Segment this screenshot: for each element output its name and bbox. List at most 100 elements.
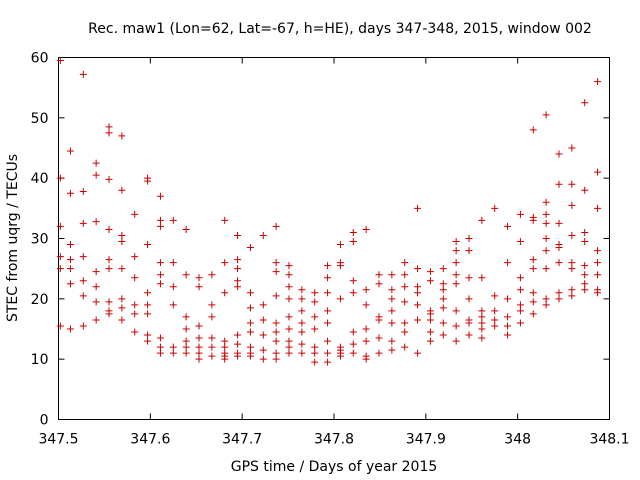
data-point [144, 337, 152, 345]
data-point [234, 231, 242, 239]
data-point [516, 238, 524, 246]
data-point [272, 337, 280, 345]
data-point [324, 307, 332, 315]
data-point [182, 271, 190, 279]
data-point [79, 253, 87, 261]
data-point [478, 307, 486, 315]
data-point [246, 244, 254, 252]
data-point [66, 147, 74, 155]
data-point [144, 177, 152, 185]
data-point [491, 292, 499, 300]
data-point [594, 271, 602, 279]
data-point [401, 328, 409, 336]
y-tick-label: 20 [31, 292, 49, 308]
data-point [542, 111, 550, 119]
data-point [349, 277, 357, 285]
data-point [542, 210, 550, 218]
data-point [105, 175, 113, 183]
data-point [594, 247, 602, 255]
data-point [581, 262, 589, 270]
data-point [285, 325, 293, 333]
data-point [208, 313, 216, 321]
data-point [311, 325, 319, 333]
data-point [452, 337, 460, 345]
data-point [195, 274, 203, 282]
data-point [529, 310, 537, 318]
data-point [234, 283, 242, 291]
data-point [324, 358, 332, 366]
data-point [426, 328, 434, 336]
data-point [144, 331, 152, 339]
data-point [298, 286, 306, 294]
data-point [529, 289, 537, 297]
data-point [465, 295, 473, 303]
data-point [79, 322, 87, 330]
data-point [79, 219, 87, 227]
data-point [118, 316, 126, 324]
data-point [195, 349, 203, 357]
data-point [465, 331, 473, 339]
data-point [439, 331, 447, 339]
plot-area [56, 57, 610, 420]
data-point [105, 256, 113, 264]
data-point [105, 298, 113, 306]
data-point [581, 228, 589, 236]
data-point [504, 222, 512, 230]
data-point [56, 57, 64, 65]
data-point [118, 304, 126, 312]
x-axis-title: GPS time / Days of year 2015 [231, 459, 438, 475]
y-tick-label: 10 [31, 352, 49, 368]
data-point [336, 295, 344, 303]
data-point [324, 274, 332, 282]
x-tick-label: 347.9 [406, 432, 446, 448]
data-point [414, 265, 422, 273]
data-point [298, 328, 306, 336]
data-point [272, 292, 280, 300]
data-point [426, 337, 434, 345]
data-point [272, 222, 280, 230]
data-point [221, 289, 229, 297]
data-point [414, 289, 422, 297]
data-point [92, 268, 100, 276]
data-point [568, 144, 576, 152]
data-point [156, 192, 164, 200]
data-point [414, 283, 422, 291]
data-point [234, 340, 242, 348]
data-point [516, 307, 524, 315]
data-point [504, 322, 512, 330]
data-point [92, 171, 100, 179]
data-point [581, 271, 589, 279]
data-point [426, 316, 434, 324]
data-point [529, 256, 537, 264]
data-point [414, 349, 422, 357]
data-point [234, 265, 242, 273]
data-point [298, 349, 306, 357]
data-point [375, 271, 383, 279]
y-tick-label: 0 [40, 413, 49, 429]
data-point [594, 204, 602, 212]
data-point [594, 78, 602, 86]
data-point [388, 295, 396, 303]
data-point [362, 301, 370, 309]
data-point [92, 316, 100, 324]
data-point [516, 286, 524, 294]
data-point [105, 123, 113, 131]
data-point [478, 313, 486, 321]
data-point [131, 210, 139, 218]
data-point [529, 298, 537, 306]
data-point [79, 70, 87, 78]
data-point [221, 216, 229, 224]
data-point [208, 334, 216, 342]
data-point [56, 174, 64, 182]
data-point [349, 228, 357, 236]
chart-title: Rec. maw1 (Lon=62, Lat=-67, h=HE), days … [88, 21, 592, 37]
data-point [439, 304, 447, 312]
data-point [336, 352, 344, 360]
data-point [491, 204, 499, 212]
data-point [156, 280, 164, 288]
data-point [144, 301, 152, 309]
data-point [516, 301, 524, 309]
data-point [349, 238, 357, 246]
data-point [182, 349, 190, 357]
